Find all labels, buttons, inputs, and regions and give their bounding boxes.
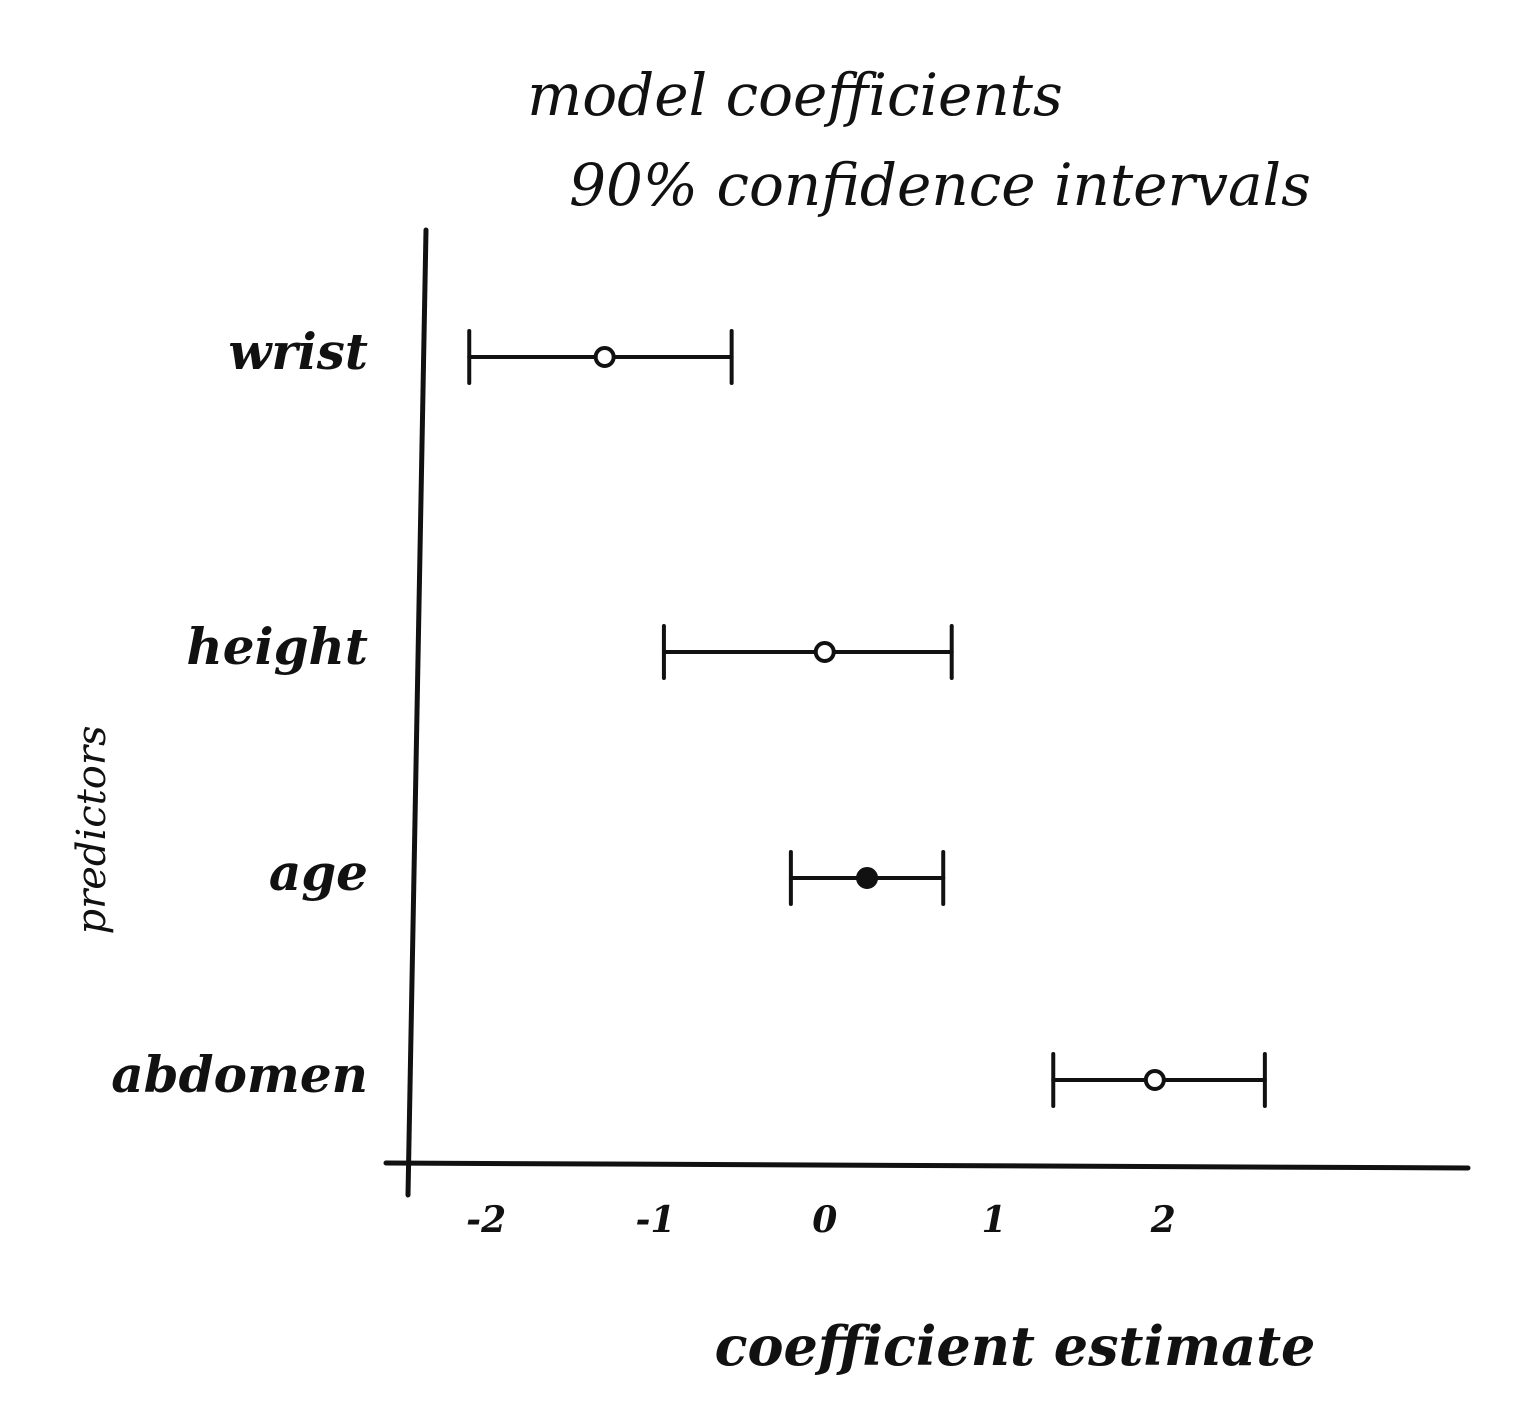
- x-tick-label: 2: [1150, 1199, 1176, 1241]
- interval-height: [661, 624, 954, 680]
- chart-title-line-1: model coefficients: [527, 61, 1063, 129]
- interval-abdomen: [1051, 1052, 1267, 1108]
- x-axis-title: coefficient estimate: [715, 1314, 1316, 1378]
- category-label-age: age: [269, 843, 368, 902]
- y-axis-title: predictors: [69, 725, 115, 934]
- estimate-point-height: [813, 641, 836, 663]
- y-axis-line: [405, 227, 429, 1198]
- confidence-intervals: [467, 329, 1267, 1108]
- x-axis-line: [383, 1160, 1471, 1171]
- estimate-point-age: [856, 867, 879, 889]
- x-tick-label: 0: [812, 1199, 837, 1241]
- x-tick-label: -1: [635, 1199, 675, 1241]
- estimate-point-abdomen: [1143, 1069, 1166, 1091]
- x-tick-label: 1: [981, 1199, 1006, 1241]
- x-tick-label: -2: [466, 1199, 506, 1241]
- category-label-height: height: [186, 617, 368, 676]
- category-labels: wrist height age abdomen: [111, 322, 368, 1104]
- chart-title-line-2: 90% confidence intervals: [569, 151, 1311, 219]
- category-label-wrist: wrist: [228, 322, 368, 381]
- category-label-abdomen: abdomen: [111, 1045, 368, 1104]
- interval-age: [788, 850, 946, 906]
- estimate-point-wrist: [593, 346, 616, 368]
- interval-wrist: [467, 329, 734, 385]
- x-tick-labels: -2 -1 0 1 2: [466, 1199, 1176, 1241]
